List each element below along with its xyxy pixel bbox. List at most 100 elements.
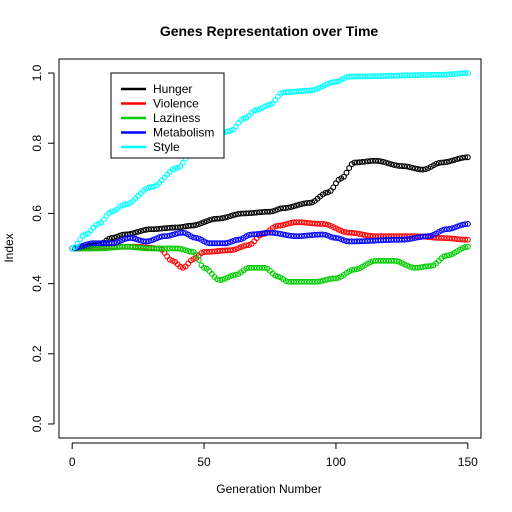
data-point xyxy=(330,79,337,86)
y-tick-label: 0.6 xyxy=(30,205,44,222)
data-point xyxy=(222,240,229,247)
data-point xyxy=(332,78,339,85)
data-point xyxy=(108,240,115,247)
data-point xyxy=(343,169,350,176)
data-point xyxy=(224,128,231,135)
data-point xyxy=(338,227,345,234)
series-laziness xyxy=(69,243,471,285)
data-point xyxy=(114,239,120,246)
data-point xyxy=(127,235,134,241)
data-point xyxy=(224,213,231,220)
data-point xyxy=(446,158,453,165)
data-point xyxy=(462,70,469,77)
data-point xyxy=(322,221,329,228)
data-point xyxy=(174,230,181,237)
data-point xyxy=(230,247,237,253)
data-point xyxy=(293,202,300,209)
y-axis: 0.0 0.2 0.4 0.6 0.8 1.0 xyxy=(30,64,55,432)
data-point xyxy=(338,236,345,243)
data-point xyxy=(464,236,471,243)
data-point xyxy=(388,161,395,168)
data-point xyxy=(121,201,128,208)
data-point xyxy=(219,215,226,222)
data-point xyxy=(121,236,128,242)
data-point xyxy=(288,204,295,210)
data-point xyxy=(272,207,279,214)
data-point xyxy=(227,247,234,254)
data-point xyxy=(79,242,86,249)
data-point xyxy=(356,230,363,237)
data-point xyxy=(195,256,202,263)
data-point xyxy=(198,220,205,227)
data-point xyxy=(193,251,200,258)
data-point xyxy=(177,245,184,252)
data-point xyxy=(456,222,463,229)
data-point xyxy=(209,216,215,223)
data-point xyxy=(148,237,155,244)
series-style xyxy=(69,70,471,252)
data-point xyxy=(85,241,91,248)
data-point xyxy=(306,87,313,94)
data-point xyxy=(185,248,192,255)
data-point xyxy=(253,231,260,238)
data-point xyxy=(332,235,339,241)
data-point xyxy=(449,225,455,232)
data-point xyxy=(230,212,237,219)
data-point xyxy=(219,276,226,283)
data-point xyxy=(259,264,266,271)
plot-frame xyxy=(58,58,482,439)
data-point xyxy=(190,222,197,229)
data-point xyxy=(164,253,171,260)
data-point xyxy=(462,154,469,161)
data-point xyxy=(393,258,400,265)
data-point xyxy=(193,235,200,241)
y-axis-title: Index xyxy=(2,233,16,262)
data-point xyxy=(454,156,461,163)
data-point xyxy=(203,218,210,225)
data-point xyxy=(367,259,374,266)
data-point xyxy=(272,223,279,230)
data-point xyxy=(230,272,237,279)
data-point xyxy=(232,237,239,244)
data-point xyxy=(129,235,136,242)
data-point xyxy=(346,165,353,172)
data-point xyxy=(303,200,310,206)
data-point xyxy=(425,263,432,270)
data-point xyxy=(169,231,176,238)
data-point xyxy=(401,236,408,243)
data-point xyxy=(464,220,471,227)
data-point xyxy=(238,244,244,251)
data-point xyxy=(227,213,234,219)
chart-title: Genes Representation over Time xyxy=(160,23,379,39)
data-point xyxy=(232,246,239,253)
data-point xyxy=(296,201,302,208)
data-point xyxy=(425,233,432,240)
data-point xyxy=(156,234,163,241)
data-point xyxy=(274,222,281,229)
data-point xyxy=(446,226,453,232)
data-point xyxy=(274,230,281,237)
y-tick-label: 0.2 xyxy=(30,345,44,362)
data-point xyxy=(216,277,223,284)
data-point xyxy=(314,278,321,285)
data-point xyxy=(143,238,149,245)
data-point xyxy=(185,260,192,267)
data-point xyxy=(420,166,426,173)
data-point xyxy=(438,227,445,234)
data-point xyxy=(325,221,331,228)
data-point xyxy=(274,206,281,213)
data-point xyxy=(182,247,189,254)
data-point xyxy=(227,273,234,280)
data-point xyxy=(280,231,287,238)
data-point xyxy=(132,235,139,242)
data-point xyxy=(422,166,429,173)
data-point xyxy=(348,267,355,273)
data-point xyxy=(224,239,231,246)
data-point xyxy=(322,277,329,284)
y-tick-label: 0.0 xyxy=(30,415,44,432)
data-point xyxy=(414,264,421,271)
series-layer xyxy=(69,70,471,285)
data-point xyxy=(340,173,347,180)
